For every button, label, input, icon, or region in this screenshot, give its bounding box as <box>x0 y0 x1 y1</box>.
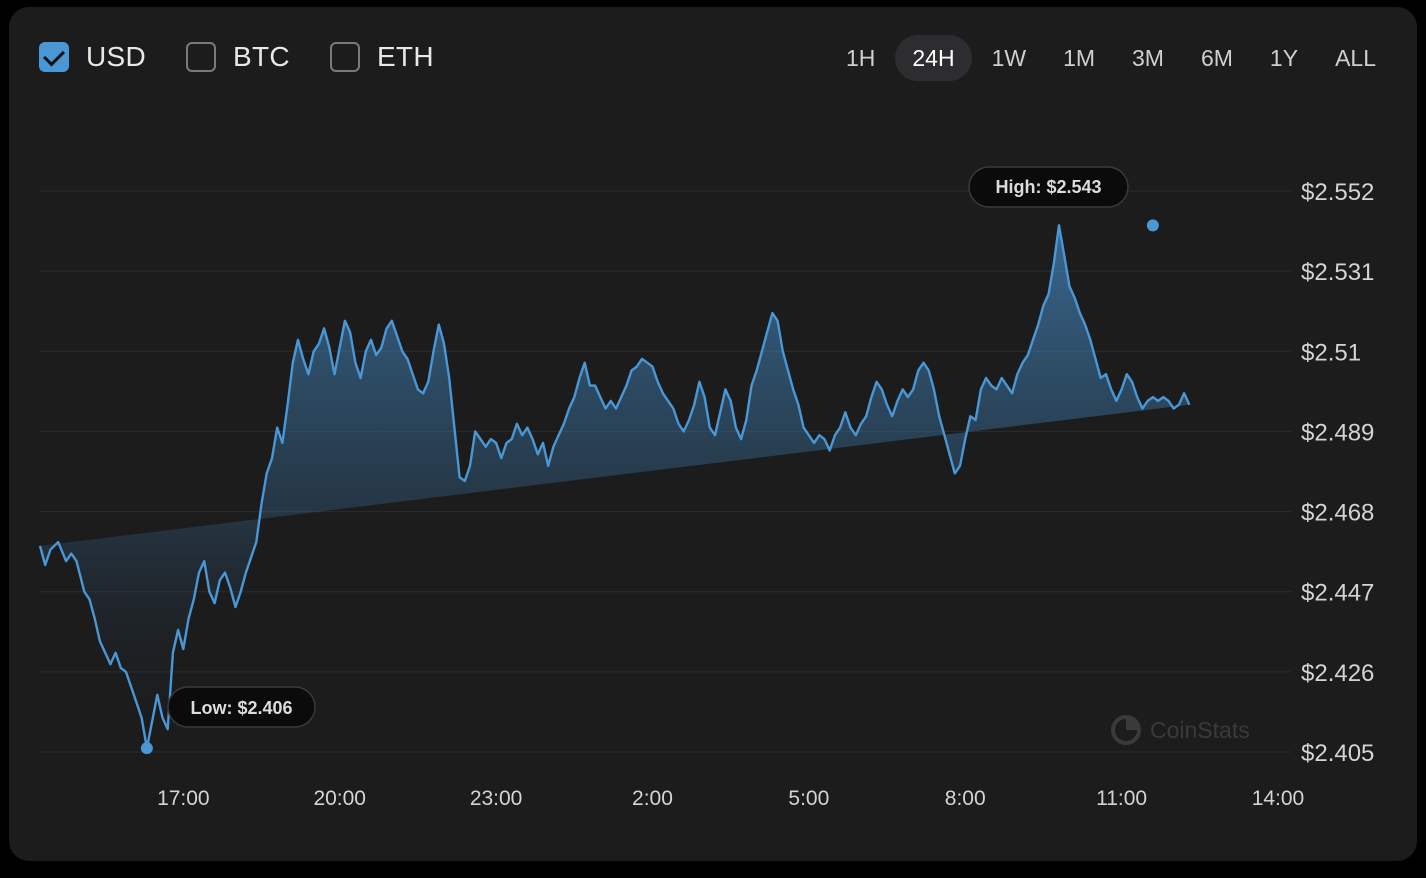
high-low-markers: High: $2.543 Low: $2.406 <box>140 166 1159 755</box>
range-tab-1h[interactable]: 1H <box>845 45 876 71</box>
y-tick-label: $2.426 <box>1301 660 1374 687</box>
low-callout-label: Low: $2.406 <box>190 698 292 718</box>
y-tick-label: $2.468 <box>1301 500 1374 527</box>
y-tick-label: $2.447 <box>1301 580 1374 607</box>
y-tick-label: $2.531 <box>1301 259 1374 286</box>
range-tab-1y[interactable]: 1Y <box>1269 45 1299 71</box>
y-axis: $2.552 $2.531 $2.51 $2.489 $2.468 $2.447 $2.42… <box>1301 179 1374 767</box>
price-chart[interactable]: $2.552 $2.531 $2.51 $2.489 $2.468 $2.447 $2.42… <box>9 7 1417 861</box>
range-tab-all[interactable]: ALL <box>1335 45 1376 71</box>
x-tick-label: 20:00 <box>313 787 366 810</box>
price-chart-card: USD BTC ETH 1H 24H 1W 1M 3M 6M 1Y ALL <box>9 7 1417 861</box>
x-tick-label: 8:00 <box>945 787 986 810</box>
range-tab-1w[interactable]: 1W <box>991 45 1027 71</box>
x-tick-label: 23:00 <box>470 787 523 810</box>
btc-checkbox[interactable] <box>186 42 217 72</box>
usd-checkbox[interactable] <box>39 42 69 72</box>
watermark: CoinStats <box>1111 715 1250 745</box>
currency-label-usd: USD <box>86 41 147 72</box>
high-callout-bubble <box>968 166 1129 208</box>
price-series-line <box>38 224 1191 750</box>
x-tick-label: 14:00 <box>1252 787 1305 810</box>
x-tick-label: 11:00 <box>1096 787 1147 810</box>
range-tab-24h[interactable]: 24H <box>895 35 972 81</box>
range-tab-1m[interactable]: 1M <box>1063 45 1096 71</box>
y-tick-label: $2.489 <box>1301 419 1374 446</box>
currency-option-btc[interactable]: BTC <box>186 41 290 73</box>
currency-option-usd[interactable]: USD <box>39 41 146 73</box>
coinstats-logo-wedge <box>1126 717 1139 730</box>
low-callout-bubble <box>167 686 316 728</box>
time-range-tabs: 1H 24H 1W 1M 3M 6M 1Y ALL <box>826 35 1393 81</box>
x-tick-label: 17:00 <box>157 787 210 810</box>
range-tab-3m[interactable]: 3M <box>1132 45 1164 71</box>
currency-label-btc: BTC <box>233 41 290 72</box>
x-axis: 17:00 20:00 23:00 2:00 5:00 8:00 11:00 14:00 <box>157 787 1304 810</box>
watermark-text: CoinStats <box>1150 717 1250 743</box>
x-tick-label: 2:00 <box>632 787 673 810</box>
y-tick-label: $2.405 <box>1301 740 1374 767</box>
currency-selector: USD BTC ETH <box>39 41 474 73</box>
currency-label-eth: ETH <box>376 41 434 72</box>
low-point-marker <box>140 742 153 755</box>
currency-option-eth[interactable]: ETH <box>329 41 434 73</box>
y-tick-label: $2.552 <box>1301 179 1374 206</box>
grid-lines <box>40 190 1291 753</box>
y-tick-label: $2.51 <box>1301 339 1361 366</box>
range-tab-6m[interactable]: 6M <box>1200 45 1233 71</box>
eth-checkbox[interactable] <box>329 42 360 72</box>
x-tick-label: 5:00 <box>788 787 829 810</box>
area-layer <box>38 224 1191 750</box>
high-point-marker <box>1146 219 1159 232</box>
high-callout-label: High: $2.543 <box>995 177 1101 197</box>
price-area-fill <box>40 225 1190 749</box>
